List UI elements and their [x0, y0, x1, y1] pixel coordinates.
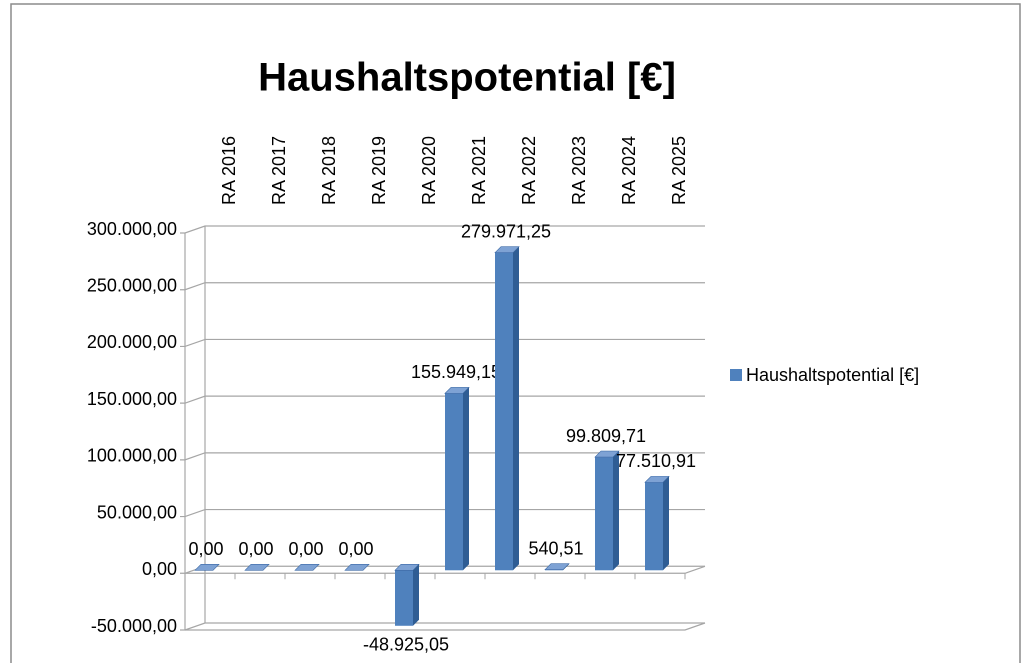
- y-tick-label: 50.000,00: [97, 502, 177, 522]
- x-tick-label: RA 2022: [519, 136, 539, 205]
- grid-line: [180, 622, 705, 631]
- bar-front: [495, 252, 513, 571]
- zero-floor-side: [684, 565, 706, 574]
- data-label: 0,00: [188, 539, 223, 559]
- y-tick-label: 200.000,00: [87, 332, 177, 352]
- data-label: 0,00: [338, 539, 373, 559]
- legend-swatch: [730, 369, 742, 381]
- data-label: 155.949,15: [411, 362, 501, 382]
- bar: [344, 563, 370, 571]
- y-tick-label: -50.000,00: [91, 616, 177, 636]
- data-label: 0,00: [288, 539, 323, 559]
- data-label: 99.809,71: [566, 426, 646, 446]
- grid-line: [180, 282, 705, 291]
- x-tick-label: RA 2020: [419, 136, 439, 205]
- bar-side: [613, 451, 619, 571]
- grid-line: [180, 338, 705, 348]
- bar: [194, 563, 220, 571]
- bar-side: [513, 246, 519, 571]
- data-label: -48.925,05: [363, 635, 449, 655]
- grid-line: [180, 225, 705, 234]
- bar-side: [663, 476, 669, 571]
- x-tick-label: RA 2016: [219, 136, 239, 205]
- bar-front: [595, 457, 613, 571]
- legend-label: Haushaltspotential [€]: [746, 365, 919, 385]
- bar-front: [645, 482, 663, 571]
- bar: [444, 387, 470, 571]
- bar: [244, 563, 270, 571]
- floor-edge: [185, 622, 706, 631]
- bar-side: [563, 563, 569, 571]
- x-tick-label: RA 2023: [569, 136, 589, 205]
- data-label: 540,51: [528, 538, 583, 558]
- y-tick-label: 150.000,00: [87, 389, 177, 409]
- bar-side: [463, 387, 469, 571]
- data-label: 77.510,91: [616, 451, 696, 471]
- y-tick-label: 100.000,00: [87, 446, 177, 466]
- bar-front: [545, 569, 563, 571]
- x-tick-label: RA 2019: [369, 136, 389, 205]
- chart-title: Haushaltspotential [€]: [258, 56, 676, 100]
- bar: [544, 563, 570, 571]
- y-tick-label: 0,00: [142, 559, 177, 579]
- bar: [294, 563, 320, 571]
- data-label: 279.971,25: [461, 221, 551, 241]
- bar: [394, 563, 420, 626]
- bar: [644, 476, 670, 571]
- y-tick-label: 250.000,00: [87, 275, 177, 295]
- bar: [594, 450, 620, 571]
- chart-frame: [10, 3, 1021, 663]
- x-tick-label: RA 2017: [269, 136, 289, 205]
- data-label: 0,00: [238, 539, 273, 559]
- x-tick-label: RA 2025: [669, 136, 689, 205]
- bar-front: [395, 570, 413, 626]
- y-tick-label: 300.000,00: [87, 219, 177, 239]
- x-tick-label: RA 2018: [319, 136, 339, 205]
- bar-front: [445, 393, 463, 571]
- x-tick-label: RA 2024: [619, 136, 639, 205]
- bar: [494, 246, 520, 571]
- x-tick-label: RA 2021: [469, 136, 489, 205]
- bar-side: [413, 564, 419, 626]
